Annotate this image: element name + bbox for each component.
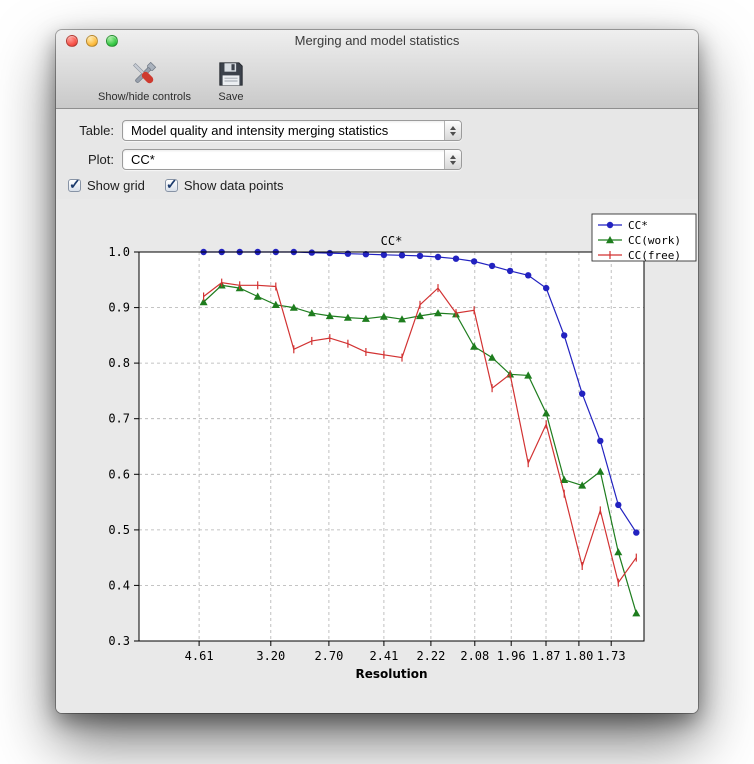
plot-select-value: CC* <box>131 152 155 167</box>
traffic-lights <box>66 35 118 47</box>
table-select-value: Model quality and intensity merging stat… <box>131 123 389 138</box>
plot-row: Plot: CC* <box>68 149 698 170</box>
window-title: Merging and model statistics <box>294 33 460 48</box>
x-tick-label: 4.61 <box>185 649 214 663</box>
x-tick-label: 1.73 <box>597 649 626 663</box>
minimize-button[interactable] <box>86 35 98 47</box>
select-arrows-icon <box>444 150 461 169</box>
y-tick-label: 0.3 <box>108 634 130 648</box>
show-hide-controls-button[interactable]: Show/hide controls <box>98 59 191 103</box>
y-tick-label: 0.4 <box>108 578 130 592</box>
toolbar: Show/hide controls Save <box>56 52 698 108</box>
y-tick-label: 0.8 <box>108 356 130 370</box>
select-arrows-icon <box>444 121 461 140</box>
controls-panel: Table: Model quality and intensity mergi… <box>56 109 698 199</box>
plot-select[interactable]: CC* <box>122 149 462 170</box>
window-header: Merging and model statistics Sho <box>56 30 698 109</box>
show-grid-group: Show grid <box>68 176 145 193</box>
show-hide-controls-label: Show/hide controls <box>98 91 191 103</box>
x-tick-label: 2.41 <box>369 649 398 663</box>
close-button[interactable] <box>66 35 78 47</box>
legend-entry-label: CC(work) <box>628 234 681 247</box>
table-select[interactable]: Model quality and intensity merging stat… <box>122 120 462 141</box>
show-data-points-checkbox[interactable] <box>164 176 178 193</box>
y-tick-label: 0.6 <box>108 467 130 481</box>
app-window: Merging and model statistics Sho <box>56 30 698 713</box>
show-data-points-group: Show data points <box>164 176 284 193</box>
y-tick-label: 0.5 <box>108 523 130 537</box>
chart-title: CC* <box>381 234 403 248</box>
x-tick-label: 1.96 <box>497 649 526 663</box>
save-button[interactable]: Save <box>217 59 245 103</box>
tools-icon <box>133 61 157 84</box>
show-data-points-label: Show data points <box>183 178 284 193</box>
plot-label: Plot: <box>87 152 114 167</box>
checkbox-row: Show grid Show data points <box>68 176 698 193</box>
save-icon <box>219 62 243 86</box>
x-tick-label: 3.20 <box>256 649 285 663</box>
x-tick-label: 1.80 <box>564 649 593 663</box>
table-row: Table: Model quality and intensity mergi… <box>68 120 698 141</box>
zoom-button[interactable] <box>106 35 118 47</box>
chart: 0.3 0.4 0.5 0.6 0.7 0.8 0.9 1.0 4.61 3.20 2.70 2.41… <box>108 213 697 681</box>
y-tick-label: 0.7 <box>108 412 130 426</box>
show-grid-label: Show grid <box>87 178 145 193</box>
y-tick-label: 0.9 <box>108 301 130 315</box>
x-axis-label: Resolution <box>355 667 427 681</box>
titlebar[interactable]: Merging and model statistics <box>56 30 698 52</box>
x-tick-label: 2.70 <box>314 649 343 663</box>
y-tick-label: 1.0 <box>108 245 130 259</box>
x-tick-label: 1.87 <box>532 649 561 663</box>
table-label: Table: <box>79 123 114 138</box>
legend-entry-label: CC(free) <box>628 249 681 262</box>
x-tick-label: 2.08 <box>460 649 489 663</box>
legend-entry-label: CC* <box>628 219 648 232</box>
save-label: Save <box>218 91 244 103</box>
show-grid-checkbox[interactable] <box>68 176 81 193</box>
chart-area: 0.3 0.4 0.5 0.6 0.7 0.8 0.9 1.0 4.61 3.20 2.70 2.41… <box>56 199 698 713</box>
x-tick-label: 2.22 <box>416 649 445 663</box>
